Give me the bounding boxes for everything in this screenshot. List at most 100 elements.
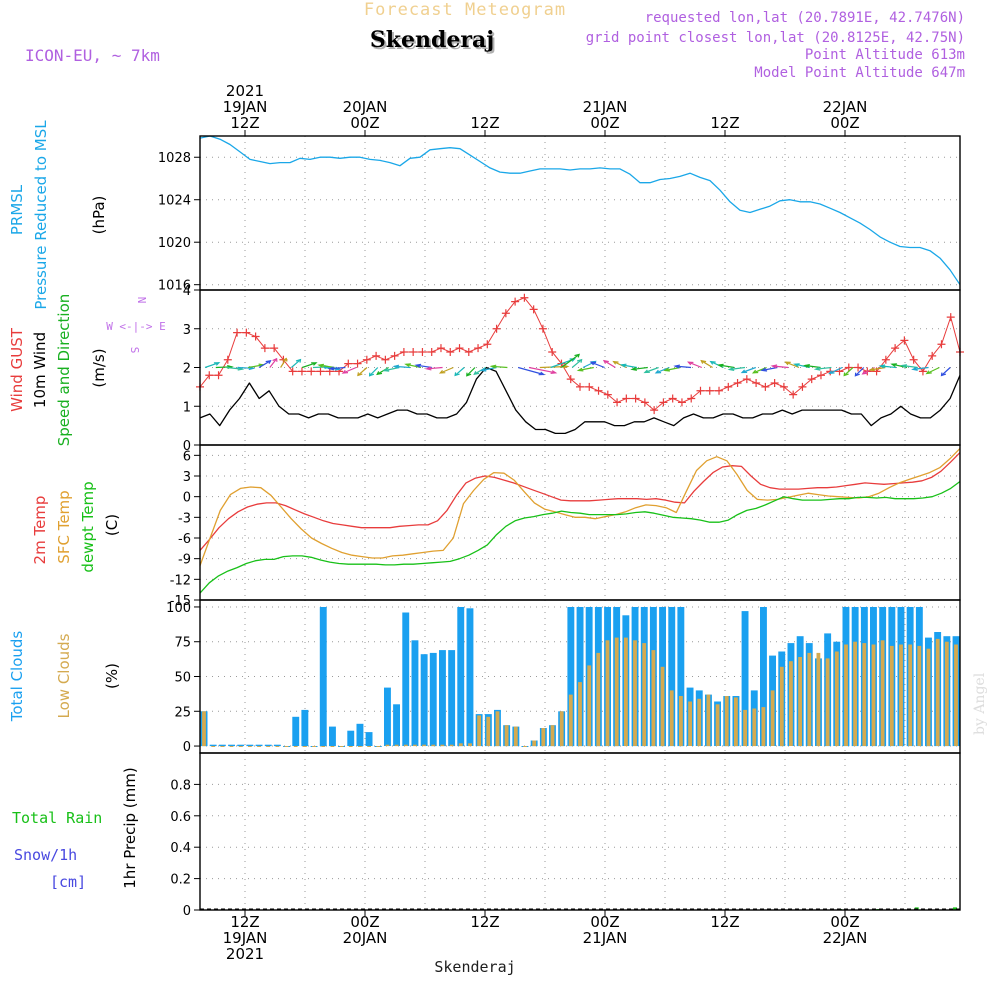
product-title: Forecast Meteogram <box>364 0 566 20</box>
wind-direction-arrow <box>621 364 638 369</box>
gust-marker <box>613 398 622 407</box>
snow-label: Snow/1h <box>14 846 77 864</box>
gust-marker <box>891 344 900 353</box>
low-clouds-bar <box>532 740 537 747</box>
wind-direction-arrow <box>237 366 254 369</box>
wind-direction-arrow <box>603 360 616 369</box>
wind-arrow-head <box>569 358 577 362</box>
gust-marker <box>566 375 575 384</box>
wind-arrow-head <box>619 363 627 368</box>
y-tick-label: 1020 <box>158 236 191 251</box>
low-clouds-bar <box>752 708 757 747</box>
wind-arrow-head <box>940 372 947 377</box>
low-clouds-bar <box>293 746 298 747</box>
low-clouds-bar <box>853 641 857 746</box>
low-clouds-bar <box>367 746 371 747</box>
time-label-top: 00Z <box>830 114 859 132</box>
total-clouds-bar <box>741 611 749 746</box>
footer-station: Skenderaj <box>434 958 515 976</box>
low-clouds-bar <box>614 637 619 747</box>
gust-marker <box>779 382 788 391</box>
total-rain-label: Total Rain <box>12 809 102 827</box>
gust-marker <box>446 348 455 356</box>
gust-marker <box>603 390 612 399</box>
y-tick-label: 1024 <box>158 194 191 209</box>
gust-marker <box>946 313 955 322</box>
gust-marker <box>650 406 659 415</box>
y-tick-label: 4 <box>183 284 191 299</box>
wind-direction-arrow <box>761 366 778 371</box>
y-tick-label: 0.8 <box>170 778 191 793</box>
wind-arrow-head <box>473 371 480 375</box>
total-clouds-bar <box>677 607 685 747</box>
y-tick-label: 0 <box>183 439 191 454</box>
gust-marker <box>464 348 473 356</box>
low-clouds-bar <box>770 690 775 746</box>
total-clouds-bar <box>218 744 226 747</box>
total-clouds-bar <box>228 744 235 747</box>
low-clouds-bar <box>734 697 738 747</box>
wind-arrow-head <box>414 363 422 368</box>
wind-gust-label: Wind GUST <box>8 327 26 412</box>
gust-marker <box>436 344 445 353</box>
low-clouds-bar <box>495 711 500 747</box>
gust-marker <box>576 382 584 391</box>
time-label-bottom: 21JAN <box>583 929 628 947</box>
pressure-line <box>199 135 961 286</box>
wind-direction-arrow <box>571 359 582 368</box>
gust-marker <box>909 355 918 364</box>
gust-marker <box>288 367 297 376</box>
gust-marker <box>418 348 427 356</box>
low-clouds-bar <box>284 746 289 747</box>
gust-marker <box>631 394 640 403</box>
wind-direction-arrow <box>269 358 278 368</box>
point-altitude: Point Altitude 613m <box>805 47 965 63</box>
gust-marker <box>715 386 724 395</box>
total-clouds-bar <box>567 607 575 747</box>
wind-arrow-head <box>854 372 860 377</box>
low-clouds-bar <box>688 701 692 746</box>
total-clouds-bar <box>356 723 364 747</box>
prmsl-label: PRMSL <box>8 184 26 235</box>
gust-marker <box>844 363 853 372</box>
total-clouds-label: Total Clouds <box>8 631 26 723</box>
wind-direction-arrow <box>632 366 648 370</box>
total-clouds-bar <box>457 607 465 747</box>
wind-direction-arrow <box>854 367 865 377</box>
time-label-bottom: 00Z <box>350 913 379 931</box>
gust-marker <box>816 371 825 380</box>
wind-direction-arrow <box>302 362 317 369</box>
low-clouds-bar <box>596 652 601 747</box>
low-clouds-bar <box>706 694 711 747</box>
wind-arrow-head <box>479 367 487 372</box>
temp-dew-label: dewpt Temp <box>79 481 97 572</box>
total-clouds-bar <box>402 612 410 746</box>
low-clouds-bar <box>394 744 399 747</box>
wind-arrow-head <box>574 353 580 358</box>
low-clouds-bar <box>697 698 702 747</box>
low-clouds-bar <box>257 746 261 747</box>
y-tick-label: 75 <box>174 636 191 651</box>
low-clouds-bar <box>807 652 812 747</box>
low-clouds-bar <box>651 650 656 747</box>
wind-arrow-head <box>376 371 383 376</box>
wind-direction-arrow <box>815 366 832 370</box>
gust-marker <box>622 394 631 403</box>
y-tick-label: -3 <box>178 511 191 526</box>
wind-arrow-head <box>663 367 670 372</box>
wind-arrow-head <box>612 360 619 365</box>
gust-marker <box>233 328 242 337</box>
gust-marker <box>427 348 436 356</box>
wind-arrow-head <box>341 369 349 374</box>
gust-marker <box>585 382 594 391</box>
wind-direction-arrow <box>491 365 508 369</box>
low-clouds-bar <box>578 682 582 747</box>
wind-arrow-head <box>630 366 638 371</box>
gust-marker <box>372 351 381 360</box>
time-label-top: 20JAN <box>343 98 388 116</box>
wind-arrow-head <box>700 359 707 364</box>
low-clouds-bar <box>954 644 958 746</box>
wind-arrow-head <box>793 363 800 367</box>
low-clouds-bar <box>477 715 481 746</box>
